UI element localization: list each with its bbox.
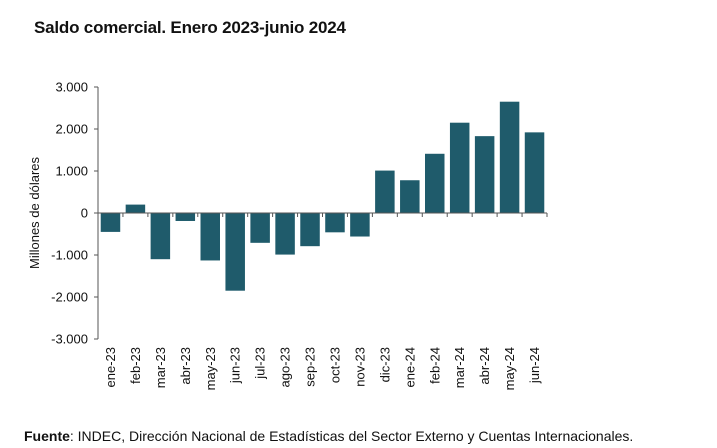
- source-label: Fuente: [24, 428, 70, 444]
- bar-feb-24: [425, 153, 445, 213]
- x-tick-label: sep-23: [303, 347, 318, 387]
- x-tick-label: oct-23: [327, 347, 342, 383]
- bar-jun-23: [225, 213, 245, 291]
- y-axis-label: Millones de dólares: [27, 157, 42, 270]
- bar-ene-23: [100, 213, 121, 232]
- bar-mar-24: [449, 122, 470, 213]
- bar-nov-23: [350, 213, 370, 237]
- x-tick-label: abr-23: [178, 347, 193, 385]
- source-text: : INDEC, Dirección Nacional de Estadísti…: [69, 428, 634, 444]
- x-tick-label: nov-23: [352, 347, 367, 387]
- x-tick-label: may-23: [203, 347, 218, 390]
- bar-feb-23: [125, 204, 146, 213]
- x-tick-label: jul-23: [253, 347, 268, 380]
- y-tick-label: 2.000: [55, 122, 88, 137]
- chart-title: Saldo comercial. Enero 2023-junio 2024: [34, 18, 346, 37]
- bar-abr-23: [175, 213, 196, 221]
- y-tick-label: -1.000: [51, 248, 88, 263]
- source-note: Fuente: INDEC, Dirección Nacional de Est…: [24, 428, 633, 444]
- bar-mar-23: [150, 213, 171, 260]
- y-tick-label: 1.000: [55, 164, 88, 179]
- y-tick-label: 3.000: [55, 80, 88, 95]
- bar-ago-23: [275, 213, 295, 255]
- x-tick-label: jun-23: [228, 347, 243, 384]
- x-tick-label: jun-24: [527, 347, 542, 384]
- bar-jul-23: [250, 213, 270, 243]
- x-tick-label: ago-23: [278, 347, 293, 387]
- bar-may-24: [499, 101, 520, 213]
- x-tick-label: ene-24: [402, 347, 417, 387]
- y-tick-label: 0: [81, 206, 88, 221]
- x-tick-label: feb-23: [128, 347, 143, 384]
- bar-jun-24: [524, 132, 545, 213]
- x-tick-label: dic-23: [377, 347, 392, 382]
- x-tick-label: ene-23: [103, 347, 118, 387]
- bar-oct-23: [325, 213, 345, 233]
- x-tick-label: mar-24: [452, 347, 467, 388]
- bar-ene-24: [400, 180, 420, 213]
- bar-dic-23: [375, 170, 395, 213]
- y-tick-label: -2.000: [51, 290, 88, 305]
- x-tick-label: feb-24: [427, 347, 442, 384]
- bar-sep-23: [300, 213, 320, 247]
- x-tick-label: abr-24: [477, 347, 492, 385]
- bar-may-23: [200, 213, 220, 261]
- x-tick-label: mar-23: [153, 347, 168, 388]
- x-tick-label: may-24: [502, 347, 517, 390]
- bar-abr-24: [474, 136, 495, 213]
- y-tick-label: -3.000: [51, 332, 88, 347]
